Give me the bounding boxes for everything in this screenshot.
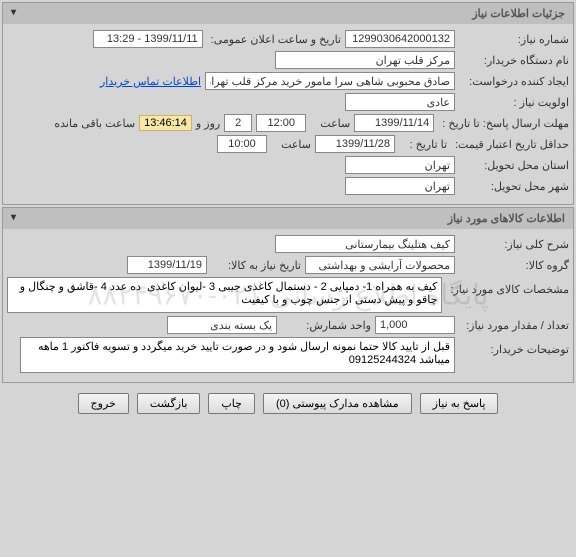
group-input[interactable] <box>305 256 455 274</box>
province-input[interactable] <box>345 156 455 174</box>
attachments-button[interactable]: مشاهده مدارک پیوستی (0) <box>263 393 412 414</box>
city-label: شهر محل تحویل: <box>459 180 569 193</box>
deadline-date-input[interactable] <box>354 114 434 132</box>
creator-input[interactable] <box>205 72 455 90</box>
back-button[interactable]: بازگشت <box>137 393 201 414</box>
panel2-title: اطلاعات کالاهای مورد نیاز <box>448 213 565 225</box>
group-label: گروه کالا: <box>459 259 569 272</box>
notes-label: توضیحات خریدار: <box>459 337 569 356</box>
spec-label: مشخصات کالای مورد نیاز: <box>446 277 569 296</box>
panel2-header[interactable]: اطلاعات کالاهای مورد نیاز ▾ <box>3 208 573 229</box>
button-bar: پاسخ به نیاز مشاهده مدارک پیوستی (0) چاپ… <box>0 385 576 422</box>
need-number-label: شماره نیاز: <box>459 33 569 46</box>
validity-date-input[interactable] <box>315 135 395 153</box>
hour-label-2: ساعت <box>271 138 311 151</box>
goods-info-panel: اطلاعات کالاهای مورد نیاز ▾ شرح کلی نیاز… <box>2 207 574 383</box>
priority-input[interactable] <box>345 93 455 111</box>
buyer-input[interactable] <box>275 51 455 69</box>
priority-label: اولویت نیاز : <box>459 96 569 109</box>
days-remaining-input[interactable] <box>224 114 252 132</box>
qty-label: تعداد / مقدار مورد نیاز: <box>459 319 569 332</box>
exit-button[interactable]: خروج <box>78 393 129 414</box>
countdown-box: 13:46:14 <box>139 115 192 131</box>
city-input[interactable] <box>345 177 455 195</box>
announce-label: تاریخ و ساعت اعلان عمومی: <box>207 33 341 46</box>
creator-label: ایجاد کننده درخواست: <box>459 75 569 88</box>
notes-textarea[interactable] <box>20 337 455 373</box>
buyer-label: نام دستگاه خریدار: <box>459 54 569 67</box>
announce-input[interactable] <box>93 30 203 48</box>
qty-input[interactable] <box>375 316 455 334</box>
deadline-label: مهلت ارسال پاسخ: تا تاریخ : <box>438 117 569 130</box>
validity-label: حداقل تاریخ اعتبار قیمت: <box>451 138 569 151</box>
desc-label: شرح کلی نیاز: <box>459 238 569 251</box>
need-date-input[interactable] <box>127 256 207 274</box>
spec-textarea[interactable] <box>7 277 442 313</box>
to-date-label: تا تاریخ : <box>399 138 447 151</box>
panel1-title: جزئیات اطلاعات نیاز <box>472 8 565 20</box>
collapse-icon-2[interactable]: ▾ <box>11 212 16 223</box>
province-label: استان محل تحویل: <box>459 159 569 172</box>
validity-hour-input[interactable] <box>217 135 267 153</box>
remain-text: ساعت باقی مانده <box>54 117 135 130</box>
print-button[interactable]: چاپ <box>208 393 255 414</box>
need-date-label: تاریخ نیاز به کالا: <box>211 259 301 272</box>
reply-button[interactable]: پاسخ به نیاز <box>420 393 499 414</box>
collapse-icon[interactable]: ▾ <box>11 7 16 18</box>
contact-link[interactable]: اطلاعات تماس خریدار <box>100 75 201 88</box>
panel1-header[interactable]: جزئیات اطلاعات نیاز ▾ <box>3 3 573 24</box>
need-details-panel: جزئیات اطلاعات نیاز ▾ شماره نیاز: تاریخ … <box>2 2 574 205</box>
day-and-text: روز و <box>196 117 220 130</box>
hour-label-1: ساعت <box>310 117 350 130</box>
unit-input[interactable] <box>167 316 277 334</box>
desc-input[interactable] <box>275 235 455 253</box>
deadline-hour-input[interactable] <box>256 114 306 132</box>
need-number-input[interactable] <box>345 30 455 48</box>
unit-label: واحد شمارش: <box>281 319 371 332</box>
